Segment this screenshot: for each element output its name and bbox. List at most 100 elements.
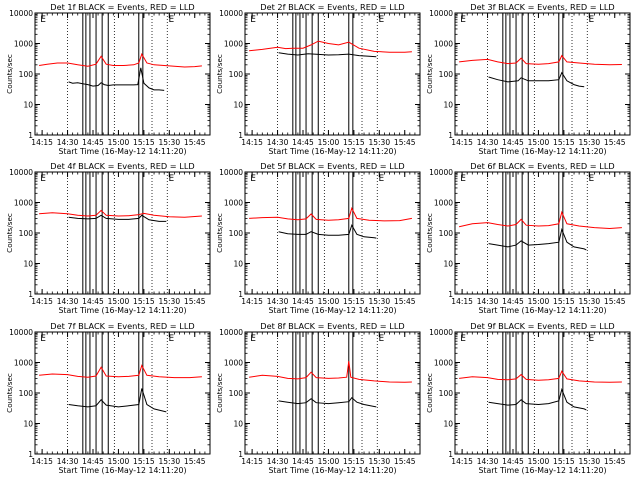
x-tick-label: 14:30 — [267, 457, 289, 466]
series-line-red — [39, 52, 202, 68]
x-tick-label: 14:15 — [451, 297, 473, 306]
y-tick-label: 100 — [229, 70, 244, 79]
x-axis-label: Start Time (16-May-12 14:11:20) — [478, 466, 606, 475]
y-tick-label: 1000 — [14, 40, 33, 49]
series-line-red — [249, 40, 412, 53]
plot-frame — [244, 171, 421, 295]
y-tick-label: 1000 — [14, 199, 33, 208]
chart-title: Det 7f BLACK = Events, RED = LLD — [50, 321, 194, 331]
annotation-label: E — [168, 174, 174, 184]
series-line-black — [68, 214, 167, 222]
series-line-red — [39, 209, 202, 218]
annotation-label: E — [168, 334, 174, 344]
x-tick-label: 14:30 — [57, 138, 79, 147]
y-tick-label: 1 — [448, 290, 453, 299]
y-tick-label: 100 — [19, 229, 34, 238]
chart-title: Det 6f BLACK = Events, RED = LLD — [470, 161, 614, 171]
y-tick-label: 1 — [238, 131, 243, 140]
y-tick-label: 1 — [238, 450, 243, 459]
x-tick-label: 15:15 — [343, 457, 365, 466]
y-tick-label: 100 — [229, 389, 244, 398]
x-tick-label: 15:15 — [553, 138, 575, 147]
x-tick-label: 15:30 — [578, 457, 600, 466]
y-tick-label: 100 — [229, 229, 244, 238]
y-tick-label: 10 — [443, 420, 453, 429]
y-tick-label: 1000 — [224, 40, 243, 49]
y-axis-label: Counts/sec — [215, 54, 224, 94]
x-tick-label: 14:15 — [31, 457, 53, 466]
chart-title: Det 5f BLACK = Events, RED = LLD — [260, 161, 404, 171]
x-tick-label: 15:45 — [184, 457, 206, 466]
x-tick-label: 15:45 — [604, 138, 626, 147]
y-tick-label: 100 — [439, 70, 454, 79]
plot-frame — [454, 331, 631, 455]
series-line-red — [249, 361, 412, 383]
y-axis-label: Counts/sec — [5, 373, 14, 413]
y-tick-label: 1000 — [434, 359, 453, 368]
series-line-black — [278, 52, 377, 58]
x-tick-label: 15:00 — [108, 457, 130, 466]
annotation-label: E — [40, 334, 46, 344]
x-tick-label: 15:45 — [394, 297, 416, 306]
x-axis-label: Start Time (16-May-12 14:11:20) — [268, 306, 396, 315]
x-tick-label: 15:00 — [528, 138, 550, 147]
x-tick-label: 15:30 — [158, 457, 180, 466]
y-tick-label: 100 — [19, 389, 34, 398]
plot-frame — [454, 12, 631, 136]
x-tick-label: 14:30 — [57, 457, 79, 466]
x-tick-label: 15:30 — [578, 138, 600, 147]
annotation-label: E — [250, 15, 256, 25]
y-tick-label: 10000 — [219, 9, 243, 18]
chart-panel: Det 9f BLACK = Events, RED = LLD E E 1 10 100… — [425, 321, 631, 475]
x-tick-label: 15:30 — [368, 138, 390, 147]
chart-panel: Det 1f BLACK = Events, RED = LLD E E 1 10 100… — [5, 2, 211, 156]
y-tick-label: 10000 — [429, 9, 453, 18]
chart-title: Det 4f BLACK = Events, RED = LLD — [50, 161, 194, 171]
y-tick-label: 10 — [443, 260, 453, 269]
annotation-label: E — [460, 174, 466, 184]
x-tick-label: 14:30 — [267, 138, 289, 147]
x-tick-label: 15:15 — [553, 457, 575, 466]
x-tick-label: 15:15 — [343, 297, 365, 306]
x-tick-label: 14:15 — [241, 138, 263, 147]
y-tick-label: 10000 — [219, 168, 243, 177]
y-tick-label: 100 — [439, 229, 454, 238]
x-axis-label: Start Time (16-May-12 14:11:20) — [478, 306, 606, 315]
x-tick-label: 14:15 — [451, 457, 473, 466]
y-tick-label: 1 — [28, 290, 33, 299]
y-axis-label: Counts/sec — [5, 213, 14, 253]
x-tick-label: 14:45 — [82, 457, 104, 466]
plot-frame — [34, 12, 211, 136]
x-tick-label: 15:15 — [133, 297, 155, 306]
chart-title: Det 1f BLACK = Events, RED = LLD — [50, 2, 194, 12]
series-line-black — [68, 388, 167, 413]
y-tick-label: 1000 — [224, 199, 243, 208]
annotation-label: E — [378, 15, 384, 25]
y-tick-label: 10 — [443, 101, 453, 110]
x-tick-label: 14:15 — [241, 457, 263, 466]
y-tick-label: 100 — [19, 70, 34, 79]
annotation-label: E — [168, 15, 174, 25]
x-tick-label: 14:15 — [451, 138, 473, 147]
series-line-black — [278, 223, 377, 239]
y-tick-label: 1 — [448, 131, 453, 140]
plot-frame — [34, 171, 211, 295]
series-line-black — [488, 227, 587, 251]
chart-title: Det 2f BLACK = Events, RED = LLD — [260, 2, 404, 12]
x-tick-label: 14:45 — [292, 297, 314, 306]
x-tick-label: 15:00 — [108, 297, 130, 306]
y-tick-label: 1000 — [434, 199, 453, 208]
x-tick-label: 15:45 — [394, 138, 416, 147]
x-tick-label: 14:30 — [477, 138, 499, 147]
x-tick-label: 14:30 — [267, 297, 289, 306]
x-tick-label: 15:45 — [604, 297, 626, 306]
chart-panel: Det 4f BLACK = Events, RED = LLD E E 1 10 100… — [5, 161, 211, 315]
chart-panel: Det 5f BLACK = Events, RED = LLD E E 1 10 100… — [215, 161, 421, 315]
x-tick-label: 15:45 — [184, 297, 206, 306]
x-tick-label: 14:15 — [241, 297, 263, 306]
annotation-label: E — [378, 334, 384, 344]
x-tick-label: 15:15 — [343, 138, 365, 147]
x-tick-label: 14:30 — [477, 457, 499, 466]
x-axis-label: Start Time (16-May-12 14:11:20) — [58, 306, 186, 315]
annotation-label: E — [250, 174, 256, 184]
